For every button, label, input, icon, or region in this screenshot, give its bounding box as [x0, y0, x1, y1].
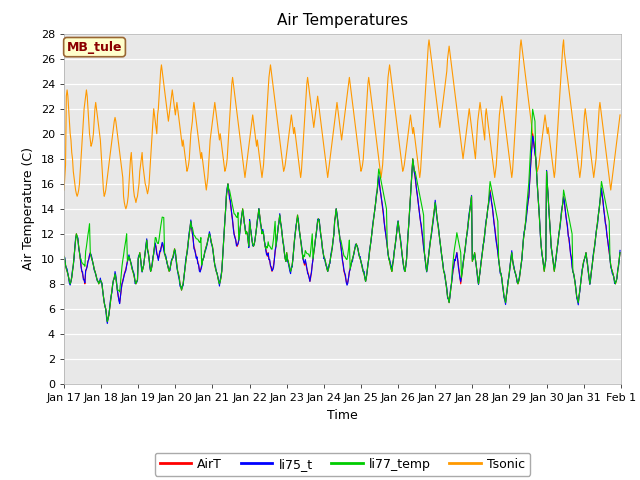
Legend: AirT, li75_t, li77_temp, Tsonic: AirT, li75_t, li77_temp, Tsonic [155, 453, 530, 476]
Title: Air Temperatures: Air Temperatures [277, 13, 408, 28]
Text: MB_tule: MB_tule [67, 41, 122, 54]
X-axis label: Time: Time [327, 408, 358, 421]
Y-axis label: Air Temperature (C): Air Temperature (C) [22, 147, 35, 270]
